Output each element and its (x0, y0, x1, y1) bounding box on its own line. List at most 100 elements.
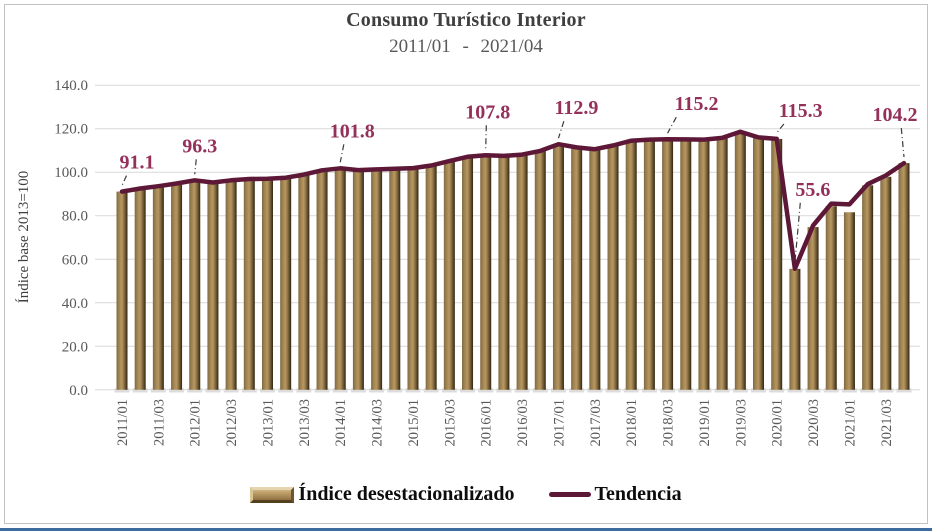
bar (825, 206, 837, 390)
bar-pedestal (350, 388, 366, 393)
bar-pedestal (605, 388, 621, 393)
bar-pedestal (587, 388, 603, 393)
chart-subtitle: 2011/01 - 2021/04 (389, 36, 543, 57)
bar (862, 185, 874, 390)
bar (189, 180, 201, 390)
bar-pedestal (769, 388, 785, 393)
legend-item-line: Tendencia (548, 483, 682, 506)
bar (771, 138, 783, 390)
bar (571, 147, 583, 390)
data-label: 96.3 (182, 135, 217, 157)
bar (843, 212, 855, 390)
data-label: 91.1 (120, 152, 155, 174)
y-axis-title: Índice base 2013=100 (15, 171, 32, 304)
y-tick-label: 140.0 (54, 78, 88, 94)
bar-pedestal (550, 388, 566, 393)
bar (371, 169, 383, 390)
y-tick-labels-group: 0.0 20.0 40.0 60.0 80.0 100.0 120.0 140.0 (54, 78, 88, 399)
bar-pedestal (241, 388, 257, 393)
bar (316, 170, 328, 390)
bar-pedestal (314, 388, 330, 393)
bar (734, 131, 746, 390)
bar-pedestal (259, 388, 275, 393)
x-tick-label: 2017/01 (551, 399, 567, 447)
bar-pedestal (187, 388, 203, 393)
bar (334, 168, 346, 390)
bar (643, 139, 655, 390)
bar-pedestal (823, 388, 839, 393)
x-tick-label: 2021/03 (879, 399, 895, 447)
bar (625, 140, 637, 390)
leader-line (667, 116, 677, 134)
bar-pedestal (423, 388, 439, 393)
bar-pedestal (660, 388, 676, 393)
bar (261, 178, 273, 390)
bar (407, 168, 419, 390)
bar-pedestal (623, 388, 639, 393)
bar-pedestal (114, 388, 130, 393)
bar (389, 168, 401, 390)
leader-line (194, 159, 197, 175)
bar (116, 191, 128, 390)
data-label: 101.8 (330, 120, 375, 142)
legend: Índice desestacionalizado Tendencia (0, 483, 932, 506)
bar (807, 227, 819, 390)
bar-pedestal (732, 388, 748, 393)
chart-title: Consumo Turístico Interior (346, 9, 586, 31)
bar-pedestal (641, 388, 657, 393)
bar-pedestal (678, 388, 694, 393)
bar-pedestal (896, 388, 912, 393)
bar-pedestal (296, 388, 312, 393)
bar-pedestal (532, 388, 548, 393)
x-tick-label: 2016/01 (479, 399, 495, 447)
line-series-swatch (548, 492, 591, 497)
y-tick-label: 40.0 (62, 296, 88, 312)
x-tick-label: 2013/03 (297, 399, 313, 447)
bar (880, 176, 892, 390)
bar-pedestal (150, 388, 166, 393)
bar-pedestal (460, 388, 476, 393)
bar-series-swatch (250, 486, 295, 503)
bar-pedestal (132, 388, 148, 393)
bar (152, 186, 164, 390)
bar (134, 188, 146, 390)
y-tick-label: 60.0 (62, 252, 88, 268)
bar-pedestal (169, 388, 185, 393)
bar (480, 155, 492, 390)
x-tick-label: 2021/01 (842, 399, 858, 447)
x-tick-label: 2014/01 (333, 399, 349, 447)
y-tick-label: 80.0 (62, 209, 88, 225)
bar (607, 145, 619, 390)
bar-pedestal (441, 388, 457, 393)
x-tick-label: 2013/01 (260, 399, 276, 447)
bar (443, 161, 455, 390)
x-tick-label: 2011/03 (151, 399, 167, 446)
x-tick-label: 2014/03 (370, 399, 386, 447)
bar-pedestal (805, 388, 821, 393)
x-tick-label: 2015/03 (442, 399, 458, 447)
x-tick-label: 2012/01 (188, 399, 204, 447)
bar-pedestal (696, 388, 712, 393)
bar (425, 165, 437, 390)
x-tick-label: 2020/01 (770, 399, 786, 447)
plot-area: Índice base 2013=100 0.0 20.0 40.0 60.0 80.0… (15, 78, 920, 447)
leader-line (776, 123, 785, 134)
bar (498, 156, 510, 390)
leader-line (339, 144, 345, 163)
y-tick-label: 20.0 (62, 339, 88, 355)
bar-pedestal (278, 388, 294, 393)
bar-pedestal (496, 388, 512, 393)
bar (298, 175, 310, 390)
x-tick-labels-group: 2011/01 2011/03 2012/01 2012/03 2013/01 2013/… (115, 399, 895, 447)
leader-line (485, 125, 487, 150)
x-tick-label: 2017/03 (588, 399, 604, 447)
bar-pedestal (332, 388, 348, 393)
leader-line (794, 202, 801, 263)
x-tick-label: 2011/01 (115, 399, 131, 446)
x-tick-label: 2016/03 (515, 399, 531, 447)
x-tick-label: 2012/03 (224, 399, 240, 447)
bar (898, 163, 910, 390)
data-label: 115.2 (675, 93, 719, 115)
data-label: 107.8 (465, 101, 510, 123)
